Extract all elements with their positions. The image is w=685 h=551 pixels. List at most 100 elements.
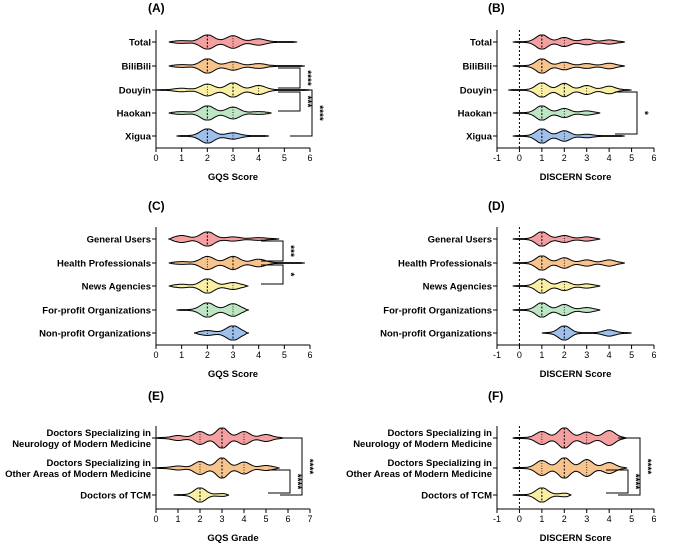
x-axis-label: DISCERN Score <box>540 533 612 544</box>
x-tick-label: 3 <box>219 514 224 524</box>
category-label: Doctors Specializing in <box>387 458 492 469</box>
x-tick-label: -1 <box>493 350 501 360</box>
x-tick-label: 6 <box>651 350 656 360</box>
category-label: General Users <box>428 235 492 246</box>
significance-bracket <box>615 91 638 135</box>
panel-letter: (C) <box>148 199 165 213</box>
violin-yellow <box>508 82 632 98</box>
category-label: Douyin <box>460 86 492 97</box>
significance-stars: **** <box>629 474 640 490</box>
category-label: Doctors Specializing in <box>46 428 151 439</box>
violin-red <box>155 427 284 449</box>
x-tick-label: 1 <box>179 350 184 360</box>
panel-letter: (A) <box>148 1 165 15</box>
x-tick-label: 3 <box>230 153 235 163</box>
category-label: Neurology of Modern Medicine <box>12 439 151 450</box>
category-label: For-profit Organizations <box>42 306 151 317</box>
panel-letter: (F) <box>488 389 503 403</box>
significance-bracket <box>290 89 313 137</box>
category-label: BiliBili <box>462 62 492 73</box>
violin-red <box>168 231 280 247</box>
significance-bracket <box>261 264 284 285</box>
x-tick-label: 6 <box>307 350 312 360</box>
panel-c: (C) 0 1 2 3 4 5 6 GQS Score General Users Health P… <box>39 199 312 380</box>
panel-letter: (E) <box>148 389 164 403</box>
violin-yellow <box>168 278 249 294</box>
category-label: Other Areas of Modern Medicine <box>5 469 151 480</box>
panel-letter: (D) <box>488 199 505 213</box>
x-tick-label: 3 <box>584 514 589 524</box>
category-label: BiliBili <box>121 62 151 73</box>
x-tick-label: 2 <box>205 350 210 360</box>
category-label: Total <box>470 38 492 49</box>
significance-bracket <box>606 469 629 494</box>
x-tick-label: 4 <box>607 350 612 360</box>
category-label: Doctors Specializing in <box>387 428 492 439</box>
x-tick-label: 3 <box>584 153 589 163</box>
category-label: For-profit Organizations <box>383 306 492 317</box>
x-tick-label: -1 <box>493 153 501 163</box>
category-label: Non-profit Organizations <box>39 329 151 340</box>
x-axis-label: GQS Score <box>208 172 258 183</box>
category-label: Xigua <box>125 132 152 143</box>
x-axis-label: DISCERN Score <box>540 172 612 183</box>
violin-blue <box>176 128 269 144</box>
category-label: Neurology of Modern Medicine <box>353 439 492 450</box>
x-tick-label: 4 <box>256 350 261 360</box>
significance-stars: * <box>638 111 649 115</box>
significance-stars: *** <box>301 96 312 108</box>
violin-orange <box>168 58 305 74</box>
violin-yellow <box>173 487 230 503</box>
category-label: Doctors of TCM <box>80 491 151 502</box>
category-label: Other Areas of Modern Medicine <box>346 469 492 480</box>
x-axis-label: DISCERN Score <box>540 369 612 380</box>
x-tick-label: 5 <box>629 514 634 524</box>
category-label: News Agencies <box>423 282 492 293</box>
category-label: Health Professionals <box>398 259 492 270</box>
significance-bracket <box>618 437 641 496</box>
x-tick-label: 0 <box>517 514 522 524</box>
x-tick-label: 5 <box>282 153 287 163</box>
violin-red <box>512 231 601 247</box>
x-tick-label: 2 <box>205 153 210 163</box>
violin-orange <box>512 58 625 74</box>
x-tick-label: 4 <box>256 153 261 163</box>
x-tick-label: 2 <box>562 153 567 163</box>
x-tick-label: 0 <box>517 350 522 360</box>
violin-green <box>176 302 249 318</box>
x-axis-label: GQS Grade <box>207 533 258 544</box>
category-label: Haokan <box>117 109 152 120</box>
x-tick-label: 1 <box>175 514 180 524</box>
significance-stars: **** <box>641 459 652 475</box>
category-label: Douyin <box>119 86 151 97</box>
violin-yellow <box>512 278 601 294</box>
category-label: Doctors Specializing in <box>46 458 151 469</box>
violin-orange <box>155 457 280 479</box>
violin-green <box>512 302 601 318</box>
panel-b: (B) -1 0 1 2 3 4 5 6 DISCERN Score Total BiliBili Do… <box>458 1 657 183</box>
category-label: Xigua <box>466 132 493 143</box>
violin-red <box>168 34 298 50</box>
panel-letter: (B) <box>488 1 505 15</box>
x-tick-label: 1 <box>539 350 544 360</box>
significance-bracket <box>261 240 284 262</box>
x-tick-label: 0 <box>517 153 522 163</box>
violin-red <box>512 34 625 50</box>
violin-blue <box>512 128 625 144</box>
x-tick-label: 3 <box>230 350 235 360</box>
category-label: News Agencies <box>82 282 151 293</box>
x-tick-label: 2 <box>197 514 202 524</box>
x-tick-label: 7 <box>307 514 312 524</box>
category-label: Non-profit Organizations <box>380 329 492 340</box>
violin-orange <box>512 457 628 479</box>
category-label: Health Professionals <box>57 259 151 270</box>
category-label: General Users <box>87 235 151 246</box>
x-tick-label: 1 <box>539 153 544 163</box>
x-tick-label: 0 <box>153 514 158 524</box>
panel-e: (E) 0 1 2 3 4 5 6 7 GQS Grade Doctors Specializing… <box>5 389 314 544</box>
panel-f: (F) -1 0 1 2 3 4 5 6 DISCERN Score Doctors Special… <box>346 389 656 544</box>
x-tick-label: 0 <box>153 153 158 163</box>
x-tick-label: 2 <box>562 514 567 524</box>
x-tick-label: 5 <box>282 350 287 360</box>
